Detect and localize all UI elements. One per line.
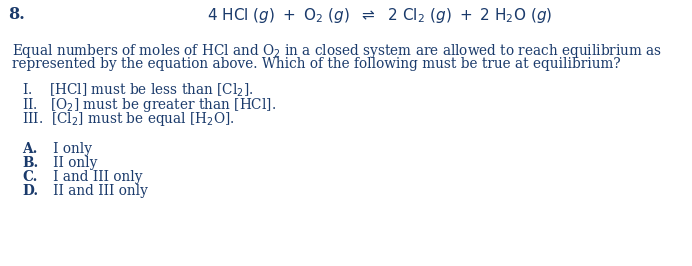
- Text: Equal numbers of moles of HCl and O$_2$ in a closed system are allowed to reach : Equal numbers of moles of HCl and O$_2$ …: [12, 42, 662, 60]
- Text: B.: B.: [22, 156, 38, 170]
- Text: III.  [Cl$_2$] must be equal [H$_2$O].: III. [Cl$_2$] must be equal [H$_2$O].: [22, 110, 235, 128]
- Text: D.: D.: [22, 184, 38, 198]
- Text: A.: A.: [22, 142, 37, 156]
- Text: $4\ \mathrm{HCl}\ \mathit{(g)}\ +\ \mathrm{O_2}\ \mathit{(g)}$$\ \ \rightlefthar: $4\ \mathrm{HCl}\ \mathit{(g)}\ +\ \math…: [208, 6, 553, 25]
- Text: represented by the equation above. Which of the following must be true at equili: represented by the equation above. Which…: [12, 57, 621, 71]
- Text: C.: C.: [22, 170, 37, 184]
- Text: I only: I only: [40, 142, 92, 156]
- Text: II and III only: II and III only: [40, 184, 148, 198]
- Text: II only: II only: [40, 156, 98, 170]
- Text: I.    [HCl] must be less than [Cl$_2$].: I. [HCl] must be less than [Cl$_2$].: [22, 82, 253, 99]
- Text: 8.: 8.: [8, 6, 25, 23]
- Text: I and III only: I and III only: [40, 170, 143, 184]
- Text: II.   [O$_2$] must be greater than [HCl].: II. [O$_2$] must be greater than [HCl].: [22, 96, 276, 114]
